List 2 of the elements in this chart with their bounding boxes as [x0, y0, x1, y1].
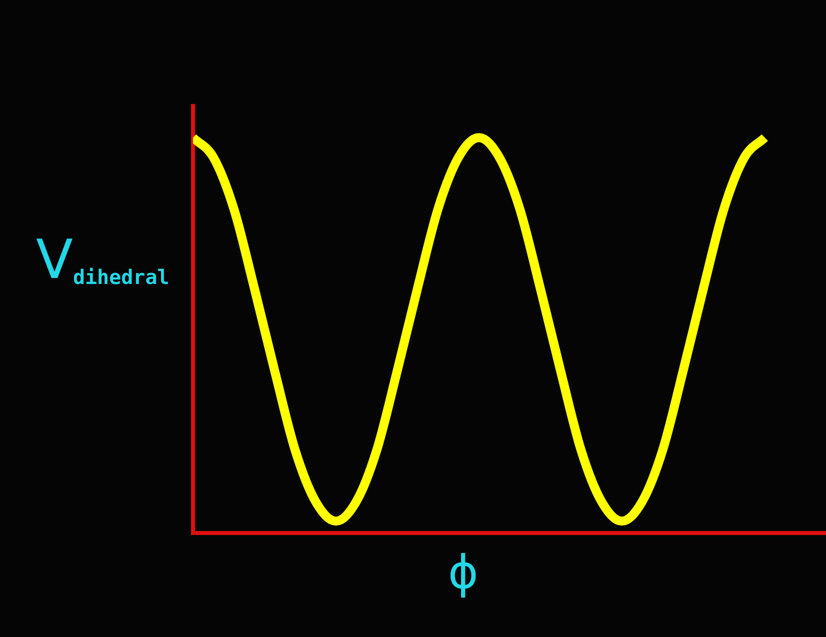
x-axis-title: ϕ — [448, 545, 478, 599]
y-axis-title: V$_{dihedral}$ — [36, 228, 170, 291]
